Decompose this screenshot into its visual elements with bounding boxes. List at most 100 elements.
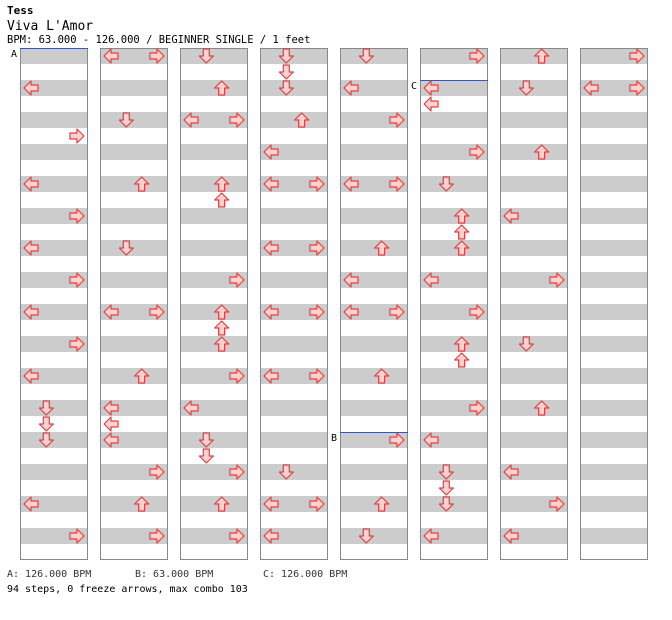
arrow-left-icon — [343, 272, 359, 288]
beat-stripe — [500, 464, 568, 480]
beat-stripe — [180, 336, 248, 352]
arrow-right-icon — [149, 304, 165, 320]
beat-stripe — [580, 48, 648, 64]
beat-stripe — [260, 272, 328, 288]
beat-stripe — [580, 176, 648, 192]
beat-stripe — [100, 432, 168, 448]
arrow-down-icon — [198, 48, 214, 64]
step-summary: 94 steps, 0 freeze arrows, max combo 103 — [7, 584, 248, 595]
measure-column-2 — [100, 48, 168, 560]
beat-stripe — [100, 48, 168, 64]
arrow-up-icon — [214, 192, 230, 208]
arrow-left-icon — [503, 464, 519, 480]
arrow-up-icon — [454, 352, 470, 368]
arrow-up-icon — [214, 80, 230, 96]
arrow-right-icon — [389, 112, 405, 128]
beat-stripe — [260, 80, 328, 96]
beat-stripe — [100, 272, 168, 288]
beat-stripe — [340, 112, 408, 128]
arrow-down-icon — [38, 400, 54, 416]
measure-column-8 — [580, 48, 648, 560]
arrow-up-icon — [134, 368, 150, 384]
arrow-left-icon — [263, 144, 279, 160]
arrow-right-icon — [309, 176, 325, 192]
arrow-right-icon — [229, 112, 245, 128]
arrow-right-icon — [549, 496, 565, 512]
beat-stripe — [20, 304, 88, 320]
arrow-down-icon — [198, 432, 214, 448]
beat-stripe — [420, 528, 488, 544]
beat-stripe — [20, 80, 88, 96]
arrow-left-icon — [263, 496, 279, 512]
beat-stripe — [420, 144, 488, 160]
arrow-left-icon — [103, 400, 119, 416]
arrow-down-icon — [438, 496, 454, 512]
arrow-down-icon — [118, 240, 134, 256]
arrow-up-icon — [294, 112, 310, 128]
arrow-right-icon — [309, 304, 325, 320]
beat-stripe — [100, 336, 168, 352]
arrow-left-icon — [343, 176, 359, 192]
beat-stripe — [340, 144, 408, 160]
arrow-down-icon — [278, 48, 294, 64]
arrow-left-icon — [423, 96, 439, 112]
beat-stripe — [260, 400, 328, 416]
beat-stripe — [340, 336, 408, 352]
arrow-right-icon — [309, 240, 325, 256]
beat-stripe — [180, 464, 248, 480]
arrow-right-icon — [69, 528, 85, 544]
beat-stripe — [180, 176, 248, 192]
arrow-right-icon — [149, 528, 165, 544]
arrow-left-icon — [423, 432, 439, 448]
beat-stripe — [340, 48, 408, 64]
beat-stripe — [340, 240, 408, 256]
arrow-right-icon — [469, 48, 485, 64]
arrow-up-icon — [533, 144, 550, 160]
beat-stripe — [20, 368, 88, 384]
beat-stripe — [500, 80, 568, 96]
bpm-legend-b: B: 63.000 BPM — [135, 569, 214, 580]
beat-stripe — [20, 528, 88, 544]
beat-stripe — [20, 240, 88, 256]
arrow-left-icon — [23, 368, 39, 384]
arrow-right-icon — [149, 48, 165, 64]
arrow-right-icon — [149, 464, 165, 480]
beat-stripe — [580, 304, 648, 320]
beat-stripe — [180, 304, 248, 320]
arrow-left-icon — [263, 176, 279, 192]
beat-stripe — [500, 176, 568, 192]
beat-stripe — [180, 240, 248, 256]
beat-stripe — [100, 464, 168, 480]
beat-stripe — [260, 240, 328, 256]
arrow-right-icon — [229, 368, 245, 384]
arrow-left-icon — [263, 240, 279, 256]
beat-stripe — [420, 272, 488, 288]
bpm-legend-a: A: 126.000 BPM — [7, 569, 92, 580]
beat-stripe — [340, 464, 408, 480]
beat-stripe — [260, 336, 328, 352]
arrow-left-icon — [343, 80, 359, 96]
arrow-up-icon — [374, 240, 390, 256]
beat-stripe — [420, 208, 488, 224]
beat-stripe — [420, 176, 488, 192]
beat-stripe — [420, 240, 488, 256]
beat-stripe — [340, 368, 408, 384]
beat-stripe — [500, 112, 568, 128]
beat-stripe — [580, 112, 648, 128]
chart-info: BPM: 63.000 - 126.000 / BEGINNER SINGLE … — [7, 34, 311, 46]
beat-stripe — [180, 528, 248, 544]
arrow-left-icon — [423, 528, 439, 544]
beat-stripe — [180, 144, 248, 160]
beat-stripe — [340, 400, 408, 416]
beat-stripe — [180, 208, 248, 224]
beat-stripe — [500, 432, 568, 448]
beat-stripe — [420, 400, 488, 416]
measure-column-7 — [500, 48, 568, 560]
beat-stripe — [180, 496, 248, 512]
beat-stripe — [180, 432, 248, 448]
arrow-down-icon — [438, 480, 454, 496]
beat-stripe — [420, 48, 488, 64]
arrow-down-icon — [518, 80, 534, 96]
beat-stripe — [100, 304, 168, 320]
arrow-left-icon — [183, 400, 199, 416]
